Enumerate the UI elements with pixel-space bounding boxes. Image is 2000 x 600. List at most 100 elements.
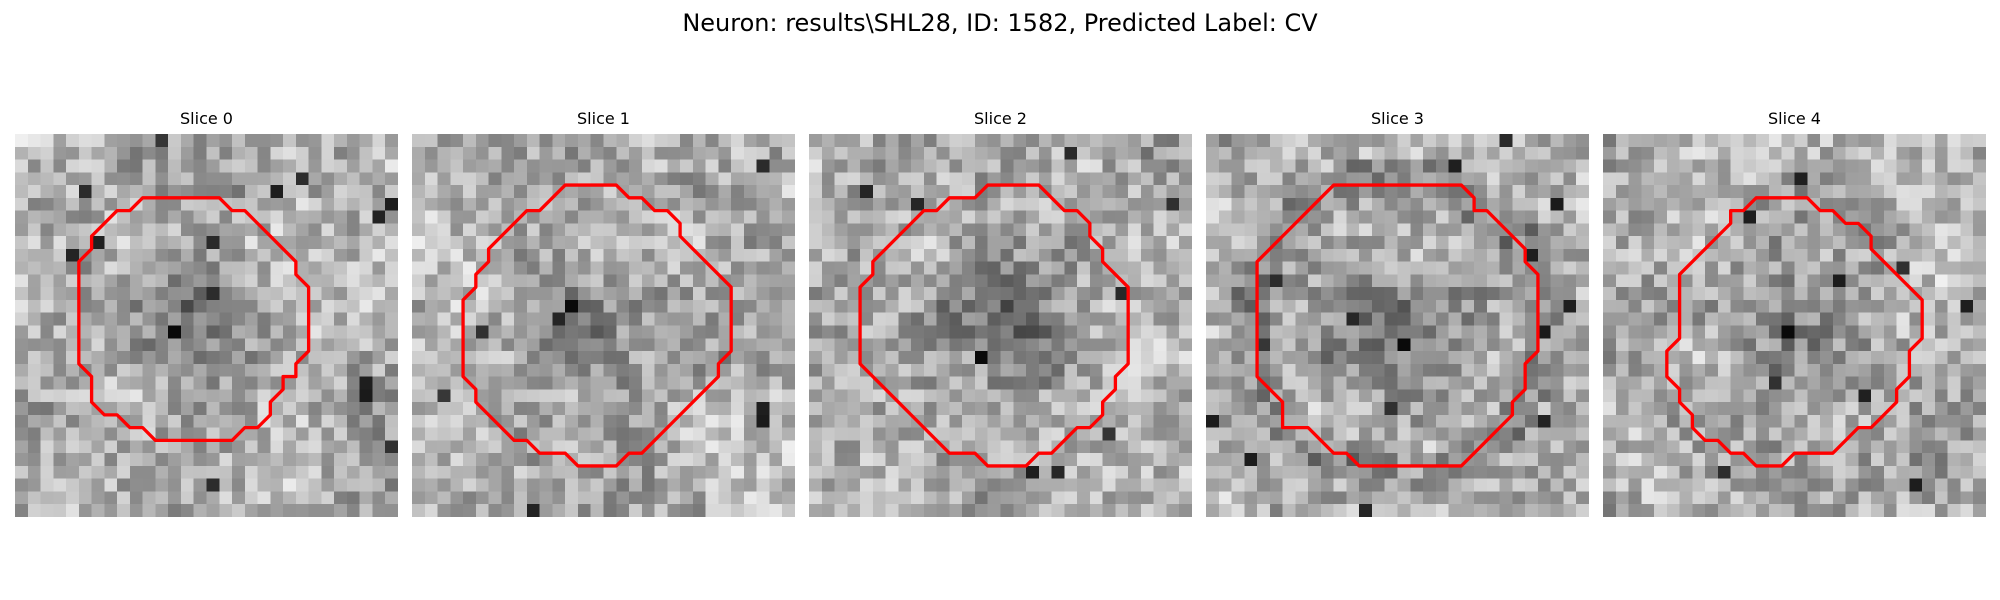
pixel [1013,440,1027,454]
pixel [565,223,579,237]
pixel [295,478,309,492]
pixel [1615,299,1629,313]
pixel [1179,389,1192,403]
pixel [1218,274,1232,288]
pixel [1705,414,1719,428]
pixel [1947,146,1961,160]
pixel [1128,504,1142,517]
pixel [1077,325,1091,339]
pixel [1461,351,1475,365]
pixel [1486,338,1500,352]
pixel [1218,389,1232,403]
pixel [1397,465,1411,479]
pixel [834,223,848,237]
pixel [1934,312,1948,326]
pixel [1973,223,1986,237]
pixel [488,146,502,160]
pixel [885,210,899,224]
pixel [1115,261,1129,275]
pixel [219,159,233,173]
pixel [1423,465,1437,479]
pixel [219,134,233,148]
pixel [1973,236,1986,250]
pixel [987,440,1001,454]
pixel [372,223,386,237]
pixel [1013,414,1027,428]
pixel [1410,172,1424,186]
pixel [1717,172,1731,186]
pixel [692,261,706,275]
pixel [1743,134,1757,148]
pixel [1628,287,1642,301]
pixel [692,274,706,288]
pixel [180,134,194,148]
pixel [949,236,963,250]
pixel [987,159,1001,173]
pixel [1820,172,1834,186]
pixel [860,325,874,339]
pixel [1435,274,1449,288]
pixel [1960,134,1974,148]
pixel [501,351,515,365]
pixel [860,185,874,199]
pixel [860,146,874,160]
pixel [1397,491,1411,505]
pixel [1102,210,1116,224]
pixel [1947,440,1961,454]
pixel [1603,453,1617,467]
pixel [1257,338,1271,352]
pixel [692,159,706,173]
pixel [1218,197,1232,211]
pixel [1013,376,1027,390]
pixel [1371,197,1385,211]
pixel [743,159,757,173]
pixel [987,478,1001,492]
pixel [1064,478,1078,492]
pixel [1038,325,1052,339]
pixel [1781,299,1795,313]
pixel [1295,146,1309,160]
pixel [488,223,502,237]
pixel [1000,159,1014,173]
pixel [15,134,29,148]
pixel [1960,427,1974,441]
pixel [1359,185,1373,199]
pixel [1295,159,1309,173]
pixel [1461,465,1475,479]
pixel [1807,236,1821,250]
pixel [1320,504,1334,517]
pixel [1871,185,1885,199]
pixel [450,248,464,262]
pixel [809,287,823,301]
pixel [1730,440,1744,454]
pixel [1537,338,1551,352]
pixel [488,389,502,403]
pixel [1756,440,1770,454]
pixel [1013,159,1027,173]
pixel [590,491,604,505]
pixel [1179,172,1192,186]
pixel [1140,248,1154,262]
pixel [962,236,976,250]
pixel [1499,172,1513,186]
pixel [1705,287,1719,301]
pixel [885,248,899,262]
pixel [590,414,604,428]
pixel [1140,159,1154,173]
pixel [15,491,29,505]
pixel [232,261,246,275]
pixel [1128,172,1142,186]
pixel [1384,146,1398,160]
pixel [501,185,515,199]
pixel [424,478,438,492]
pixel [1089,274,1103,288]
pixel [450,414,464,428]
pixel [1435,210,1449,224]
pixel [180,159,194,173]
pixel [743,299,757,313]
pixel [1397,338,1411,352]
pixel [769,465,783,479]
pixel [1934,389,1948,403]
pixel [809,146,823,160]
pixel [872,299,886,313]
